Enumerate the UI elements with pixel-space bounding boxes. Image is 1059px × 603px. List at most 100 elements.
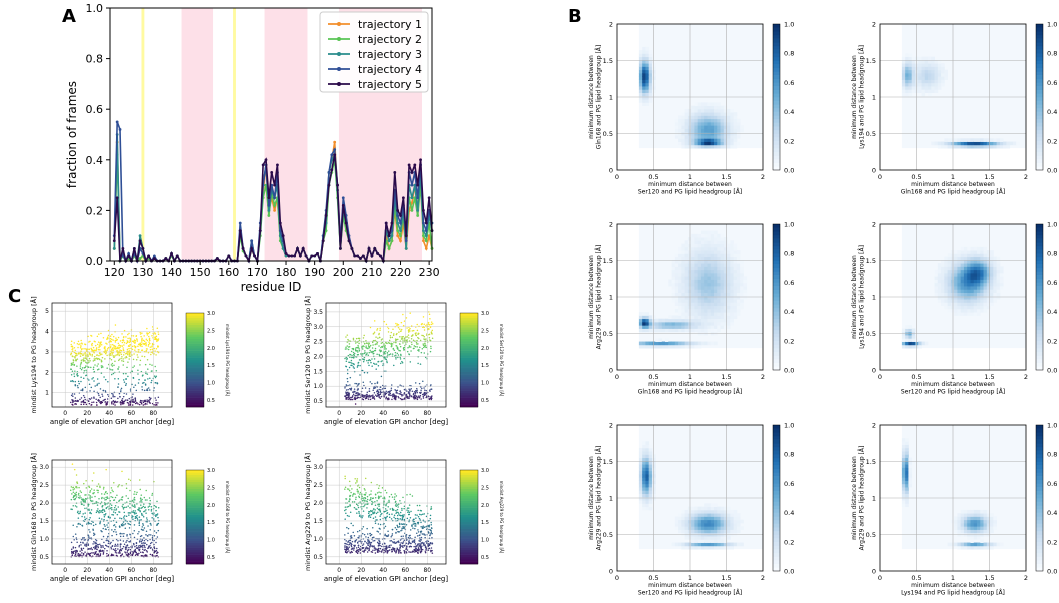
- x-axis-label: angle of elevation GPI anchor [deg]: [50, 418, 174, 426]
- heatmap-cell: [648, 467, 653, 472]
- heatmap-cell: [730, 115, 735, 120]
- x-tick-label: 40: [105, 410, 113, 417]
- heatmap-cell: [704, 286, 708, 290]
- data-point: [407, 163, 411, 167]
- colorbar-segment: [1036, 231, 1043, 236]
- scatter-point: [431, 337, 434, 339]
- data-point: [330, 168, 334, 172]
- x-tick-label: 1.5: [984, 574, 994, 582]
- scatter-point: [141, 349, 144, 351]
- data-point: [416, 214, 420, 217]
- heatmap-cell: [704, 315, 708, 320]
- heatmap-cell: [736, 266, 741, 271]
- heatmap-cell: [911, 341, 916, 346]
- scatter-point: [355, 394, 357, 397]
- heatmap-cell: [697, 344, 702, 349]
- scatter-point: [100, 332, 102, 335]
- colorbar-segment: [773, 450, 780, 455]
- scatter-point: [74, 400, 76, 403]
- scatter-point: [84, 355, 87, 357]
- heatmap-cell: [723, 522, 728, 527]
- heatmap-cell: [648, 321, 653, 326]
- scatter-point: [143, 340, 146, 342]
- x-axis-label: minimum distance between: [911, 582, 995, 589]
- scatter-point: [139, 359, 142, 362]
- heatmap-cell: [714, 506, 718, 511]
- heatmap-cell: [694, 522, 699, 527]
- heatmap-cell: [941, 266, 945, 271]
- scatter-point: [373, 397, 375, 399]
- scatter-point: [147, 332, 149, 335]
- heatmap-cell: [733, 282, 738, 287]
- heatmap-cell: [736, 522, 741, 527]
- x-axis-label: Ser120 and PG lipid headgroup [Å]: [638, 590, 742, 597]
- scatter-point: [362, 360, 365, 363]
- heatmap-cell: [937, 63, 942, 67]
- heatmap-cell: [954, 295, 958, 300]
- heatmap-cell: [697, 295, 702, 300]
- heatmap-cell: [901, 470, 906, 475]
- heatmap-cell: [727, 246, 731, 251]
- scatter-point: [354, 403, 357, 405]
- heatmap-cell: [707, 250, 712, 254]
- scatter-point: [373, 362, 375, 365]
- scatter-point: [421, 348, 424, 350]
- scatter-point: [80, 348, 83, 351]
- scatter-point: [399, 345, 402, 348]
- y-axis-label: minimum distance between: [588, 55, 595, 139]
- heatmap-cell: [694, 542, 699, 547]
- heatmap-cell: [720, 256, 725, 261]
- scatter-point: [87, 335, 89, 338]
- heatmap-cell: [743, 279, 748, 284]
- heatmap-cell: [963, 263, 968, 267]
- heatmap-cell: [645, 99, 650, 103]
- heatmap-cell: [717, 250, 721, 254]
- scatter-point: [367, 359, 370, 362]
- heatmap-cell: [694, 259, 699, 264]
- heatmap-cell: [707, 118, 712, 123]
- heatmap-cell: [694, 545, 699, 550]
- heatmap-cell: [642, 56, 646, 61]
- heatmap-cell: [694, 250, 699, 254]
- scatter-point: [425, 346, 428, 349]
- scatter-point: [363, 334, 365, 337]
- heatmap-cell: [901, 457, 906, 462]
- scatter-point: [94, 385, 96, 387]
- heatmap-cell: [957, 269, 962, 274]
- heatmap-cell: [986, 305, 991, 310]
- heatmap-cell: [671, 542, 676, 547]
- heatmap-cell: [723, 105, 728, 110]
- scatter-point: [154, 365, 156, 368]
- heatmap-cell: [944, 279, 949, 284]
- scatter-point: [379, 327, 381, 330]
- heatmap-cell: [980, 302, 984, 307]
- colorbar-segment: [1036, 329, 1043, 334]
- heatmap-cell: [697, 299, 702, 303]
- colorbar-tick-label: 0.4: [784, 509, 794, 517]
- heatmap-cell: [980, 256, 984, 261]
- heatmap-cell: [905, 89, 909, 93]
- scatter-point: [396, 352, 399, 355]
- heatmap-cell: [977, 526, 981, 530]
- scatter-point: [125, 372, 127, 375]
- data-point: [127, 254, 131, 258]
- heatmap-cell: [1016, 141, 1020, 146]
- x-tick-label: 80: [149, 410, 157, 417]
- heatmap-cell: [648, 344, 653, 349]
- heatmap-cell: [671, 295, 676, 300]
- heatmap-cell: [730, 321, 735, 326]
- heatmap-cell: [963, 516, 968, 521]
- heatmap-cell: [947, 289, 952, 293]
- heatmap-cell: [990, 266, 994, 271]
- heatmap-cell: [733, 529, 738, 534]
- colorbar-segment: [773, 435, 780, 440]
- heatmap-cell: [678, 295, 682, 300]
- colorbar-segment: [773, 260, 780, 265]
- heatmap-cell: [648, 315, 653, 320]
- heatmap-cell: [723, 121, 728, 126]
- y-tick-label: 1.5: [866, 57, 876, 65]
- scatter-point: [346, 397, 348, 399]
- heatmap-cell: [648, 451, 653, 455]
- data-point: [287, 254, 291, 258]
- heatmap-cell: [905, 473, 909, 478]
